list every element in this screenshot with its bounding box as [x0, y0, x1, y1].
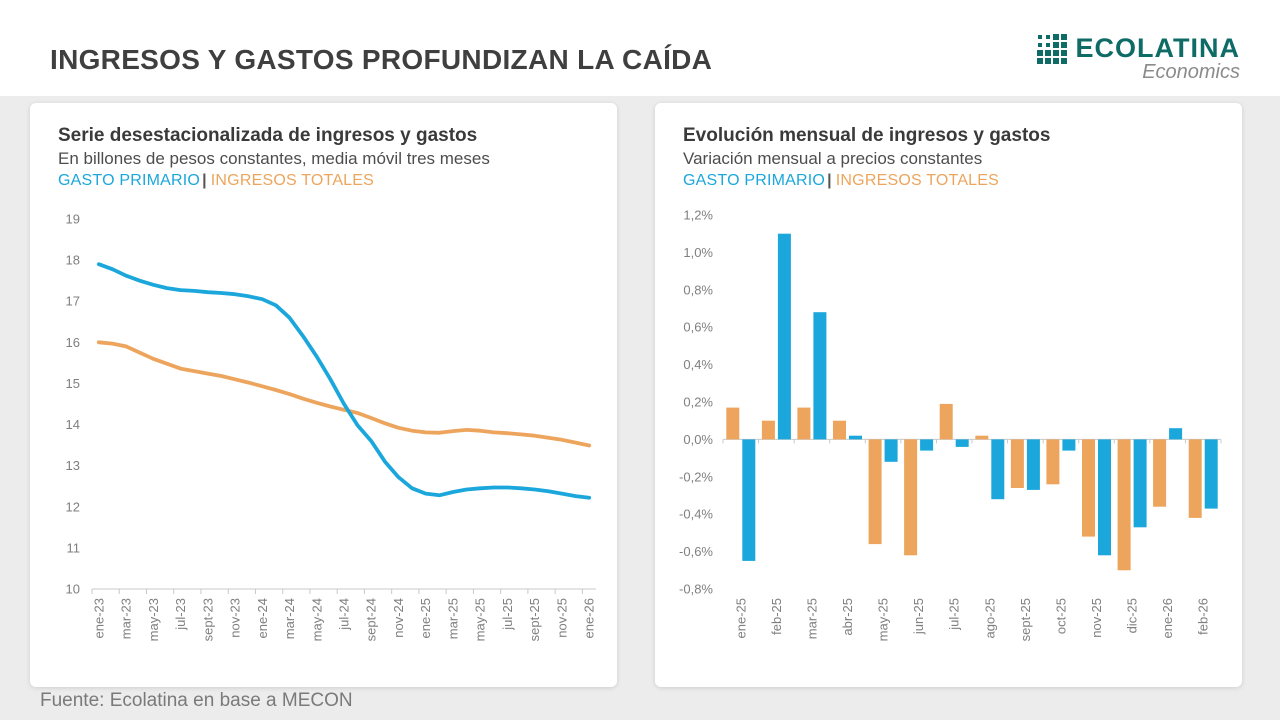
- svg-text:-0,6%: -0,6%: [679, 544, 713, 559]
- left-chart-title: Serie desestacionalizada de ingresos y g…: [58, 125, 478, 146]
- svg-text:19: 19: [66, 212, 80, 227]
- svg-text:ene-26: ene-26: [582, 598, 597, 638]
- line-chart: 19 18 17 16 15 14 13 12 11 10 ene-23 mar-23 may-23 ju…: [66, 212, 597, 642]
- legend-ingresos-label: INGRESOS TOTALES: [835, 172, 1000, 189]
- ecolatina-brand: ECOLATINA: [1075, 33, 1240, 63]
- right-chart-title: Evolución mensual de ingresos y gastos: [683, 125, 1051, 146]
- svg-text:ago-25: ago-25: [982, 598, 997, 638]
- svg-text:0,0%: 0,0%: [683, 432, 713, 447]
- header-band: [0, 0, 1280, 96]
- svg-text:sept-25: sept-25: [527, 598, 542, 641]
- svg-text:sept-23: sept-23: [200, 598, 215, 641]
- svg-text:0,2%: 0,2%: [683, 395, 713, 410]
- svg-text:ene-26: ene-26: [1160, 598, 1175, 638]
- svg-text:14: 14: [66, 417, 80, 432]
- svg-text:sept-25: sept-25: [1018, 598, 1033, 641]
- slide-title: INGRESOS Y GASTOS PROFUNDIZAN LA CAÍDA: [50, 44, 713, 75]
- right-chart-header: Evolución mensual de ingresos y gastos V…: [655, 103, 1242, 190]
- svg-text:mar-23: mar-23: [119, 598, 134, 639]
- svg-text:ene-25: ene-25: [418, 598, 433, 638]
- svg-text:nov-23: nov-23: [228, 598, 243, 638]
- svg-text:jul-24: jul-24: [337, 598, 352, 631]
- svg-text:mar-24: mar-24: [282, 598, 297, 639]
- svg-text:0,4%: 0,4%: [683, 357, 713, 372]
- svg-text:ene-23: ene-23: [91, 598, 106, 638]
- svg-text:1,2%: 1,2%: [683, 208, 713, 223]
- svg-text:12: 12: [66, 499, 80, 514]
- svg-text:10: 10: [66, 582, 80, 597]
- svg-text:16: 16: [66, 335, 80, 350]
- svg-text:feb-25: feb-25: [769, 598, 784, 635]
- right-chart-card: Evolución mensual de ingresos y gastos V…: [655, 103, 1242, 687]
- left-chart-header: Serie desestacionalizada de ingresos y g…: [30, 103, 617, 190]
- svg-text:jun-25: jun-25: [911, 598, 926, 635]
- svg-text:-0,8%: -0,8%: [679, 582, 713, 597]
- svg-text:mar-25: mar-25: [804, 598, 819, 639]
- svg-text:1,0%: 1,0%: [683, 245, 713, 260]
- svg-text:nov-24: nov-24: [391, 598, 406, 638]
- svg-text:feb-26: feb-26: [1196, 598, 1211, 635]
- svg-text:oct-25: oct-25: [1053, 598, 1068, 634]
- right-chart-legend: GASTO PRIMARIO | INGRESOS TOTALES: [683, 172, 1214, 190]
- svg-text:-0,4%: -0,4%: [679, 507, 713, 522]
- svg-text:jul-25: jul-25: [500, 598, 515, 631]
- legend-gasto-label: GASTO PRIMARIO: [58, 172, 201, 189]
- ecolatina-tagline: Economics: [1142, 61, 1240, 83]
- ecolatina-logo-icon: [1036, 33, 1067, 64]
- legend-gasto-label: GASTO PRIMARIO: [683, 172, 826, 189]
- ecolatina-logo: ECOLATINA Economics: [1036, 33, 1241, 84]
- svg-text:may-25: may-25: [473, 598, 488, 641]
- svg-text:17: 17: [66, 294, 80, 309]
- svg-text:may-25: may-25: [876, 598, 891, 641]
- svg-text:abr-25: abr-25: [840, 598, 855, 636]
- left-chart-subtitle: En billones de pesos constantes, media m…: [58, 149, 490, 168]
- svg-text:0,6%: 0,6%: [683, 320, 713, 335]
- svg-text:11: 11: [67, 540, 81, 555]
- svg-text:jul-23: jul-23: [173, 598, 188, 631]
- svg-text:dic-25: dic-25: [1125, 598, 1140, 633]
- svg-text:nov-25: nov-25: [1089, 598, 1104, 638]
- svg-text:nov-25: nov-25: [554, 598, 569, 638]
- svg-text:may-23: may-23: [146, 598, 161, 641]
- svg-text:ene-25: ene-25: [733, 598, 748, 638]
- legend-separator: |: [202, 172, 207, 189]
- svg-text:ene-24: ene-24: [255, 598, 270, 638]
- ecolatina-logo-row: ECOLATINA: [1036, 33, 1241, 64]
- right-chart-subtitle: Variación mensual a precios constantes: [683, 149, 983, 168]
- legend-separator: |: [827, 172, 832, 189]
- left-chart-legend: GASTO PRIMARIO | INGRESOS TOTALES: [58, 172, 589, 190]
- svg-text:13: 13: [66, 458, 80, 473]
- bar-chart: 1,2% 1,0% 0,8% 0,6% 0,4% 0,2% 0,0% -0,2% -0,4% -0…: [679, 208, 1222, 641]
- svg-text:18: 18: [66, 253, 80, 268]
- svg-text:0,8%: 0,8%: [683, 282, 713, 297]
- source-note: Fuente: Ecolatina en base a MECON: [40, 690, 353, 711]
- svg-text:15: 15: [66, 376, 80, 391]
- svg-text:sept-24: sept-24: [364, 598, 379, 641]
- svg-text:jul-25: jul-25: [947, 598, 962, 631]
- svg-text:-0,2%: -0,2%: [679, 469, 713, 484]
- legend-ingresos-label: INGRESOS TOTALES: [210, 172, 375, 189]
- left-chart-card: Serie desestacionalizada de ingresos y g…: [30, 103, 617, 687]
- svg-text:mar-25: mar-25: [446, 598, 461, 639]
- svg-text:may-24: may-24: [309, 598, 324, 641]
